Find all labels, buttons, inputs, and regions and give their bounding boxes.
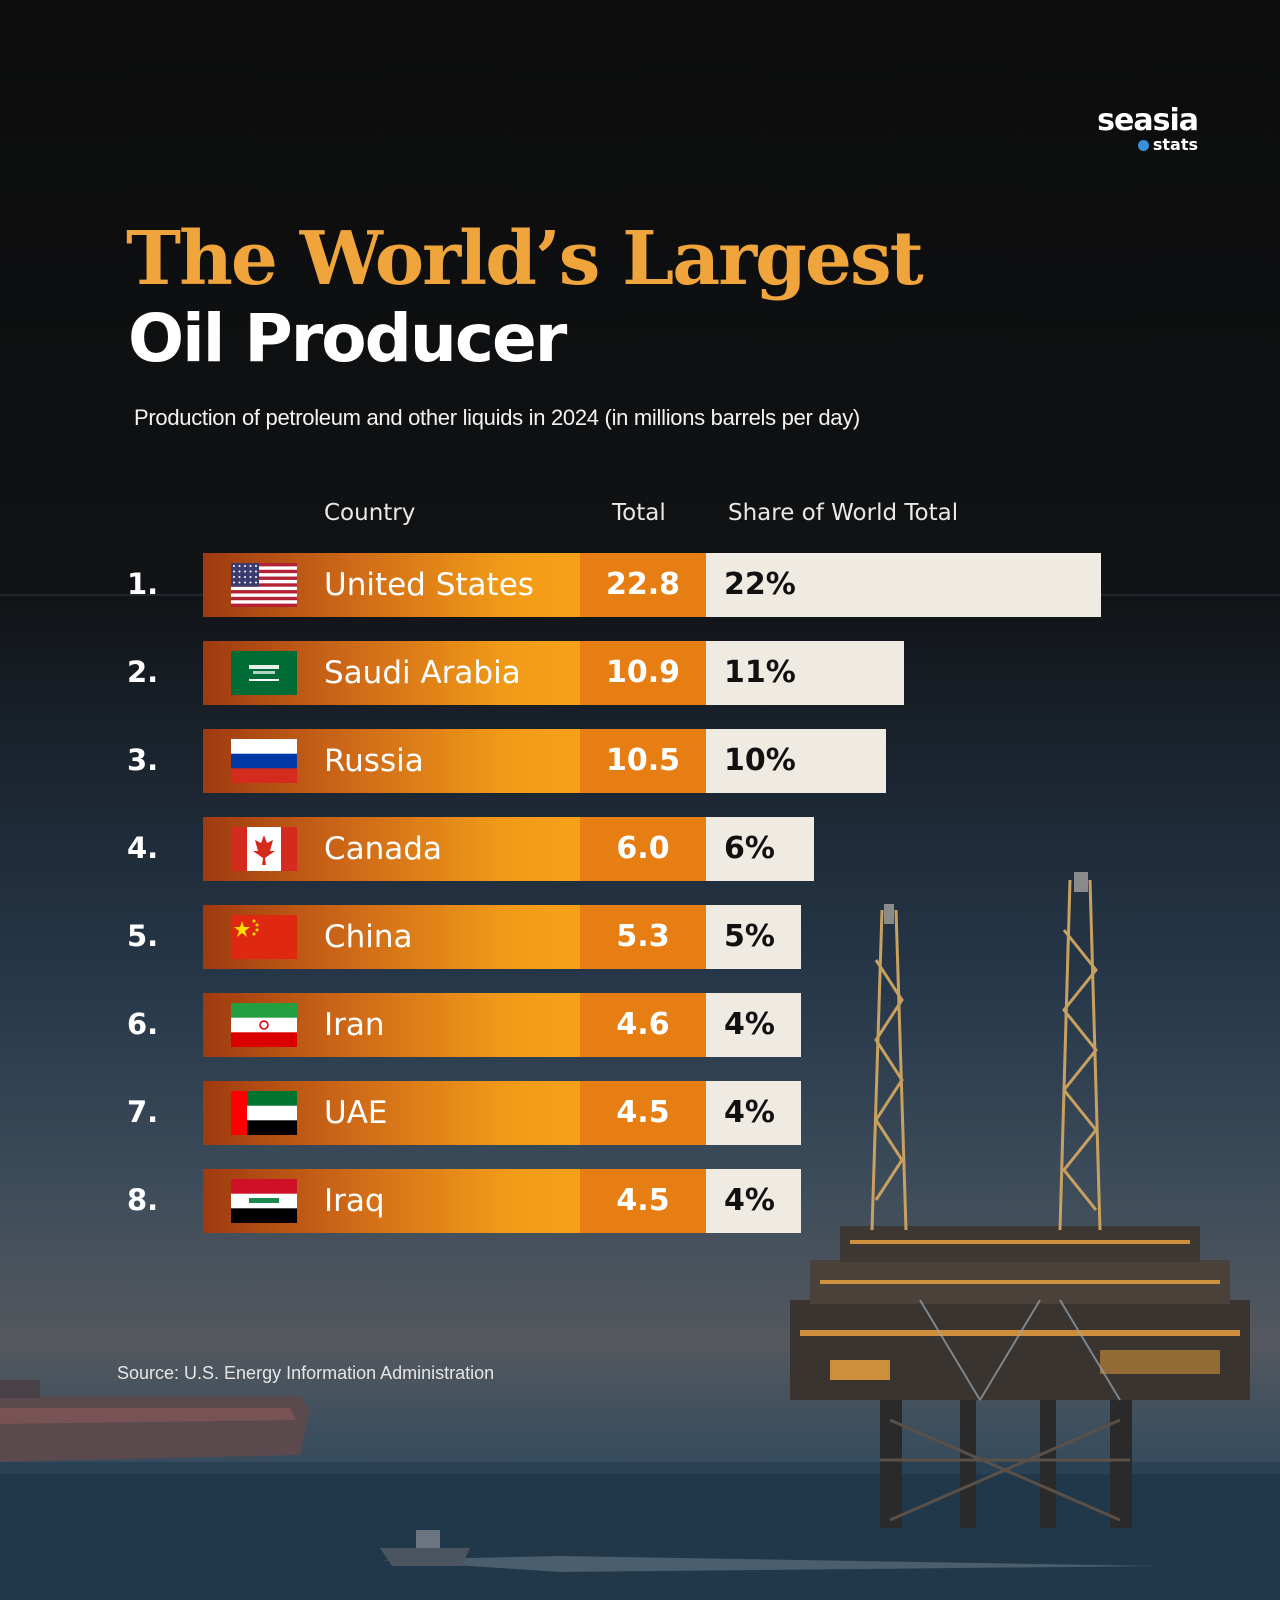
share-label: 4% — [724, 1183, 775, 1218]
share-label: 22% — [724, 567, 796, 602]
total-value: 10.5 — [580, 729, 706, 793]
total-value: 6.0 — [580, 817, 706, 881]
rank-label: 8. — [127, 1183, 159, 1217]
rank-label: 7. — [127, 1095, 159, 1129]
country-name: Saudi Arabia — [324, 655, 521, 691]
source-note: Source: U.S. Energy Information Administ… — [117, 1363, 495, 1383]
country-bar: United States — [203, 553, 580, 617]
country-bar: Saudi Arabia — [203, 641, 580, 705]
share-label: 4% — [724, 1095, 775, 1130]
share-label: 10% — [724, 743, 796, 778]
share-bar: 4% — [706, 1081, 801, 1145]
table-row: 4. Canada 6.0 6% — [0, 817, 1280, 881]
rank-label: 5. — [127, 919, 159, 953]
share-bar: 5% — [706, 905, 801, 969]
total-value: 22.8 — [580, 553, 706, 617]
china-flag — [231, 915, 297, 959]
country-name: Canada — [324, 831, 442, 867]
header-share: Share of World Total — [728, 500, 959, 526]
brand-name: seasia — [1097, 103, 1199, 138]
chart-title: The World’s Largest — [126, 216, 924, 302]
country-name: Iran — [324, 1007, 385, 1043]
brand-sub-label: stats — [1152, 135, 1198, 154]
table-row: 6. Iran 4.6 4% — [0, 993, 1280, 1057]
rank-label: 4. — [127, 831, 159, 865]
share-label: 11% — [724, 655, 796, 690]
header-country: Country — [324, 500, 416, 526]
share-bar: 6% — [706, 817, 814, 881]
table-row: 7. UAE 4.5 4% — [0, 1081, 1280, 1145]
share-bar: 10% — [706, 729, 886, 793]
iraq-flag — [231, 1179, 297, 1223]
share-label: 6% — [724, 831, 775, 866]
country-bar: Canada — [203, 817, 580, 881]
table-row: 8. Iraq 4.5 4% — [0, 1169, 1280, 1233]
share-label: 4% — [724, 1007, 775, 1042]
country-bar: China — [203, 905, 580, 969]
country-name: United States — [324, 567, 534, 603]
country-name: Russia — [324, 743, 424, 779]
brand-logo: seasia stats — [1097, 103, 1199, 154]
share-label: 5% — [724, 919, 775, 954]
russia-flag — [231, 739, 297, 783]
share-bar: 4% — [706, 1169, 801, 1233]
share-bar: 22% — [706, 553, 1101, 617]
rank-label: 1. — [127, 567, 159, 601]
rank-label: 3. — [127, 743, 159, 777]
total-value: 4.5 — [580, 1081, 706, 1145]
saudi-arabia-flag — [231, 651, 297, 695]
country-name: UAE — [324, 1095, 388, 1131]
total-value: 4.6 — [580, 993, 706, 1057]
table-row: 2. Saudi Arabia 10.9 11% — [0, 641, 1280, 705]
iran-flag — [231, 1003, 297, 1047]
country-bar: Russia — [203, 729, 580, 793]
country-bar: Iran — [203, 993, 580, 1057]
share-bar: 11% — [706, 641, 904, 705]
globe-icon — [1137, 140, 1149, 151]
country-name: Iraq — [324, 1183, 385, 1219]
brand-sub: stats — [1097, 136, 1198, 154]
country-bar: Iraq — [203, 1169, 580, 1233]
chart-subtitle: Production of petroleum and other liquid… — [134, 405, 860, 430]
chart-title-line2: Oil Producer — [128, 300, 567, 377]
uae-flag — [231, 1091, 297, 1135]
rank-label: 6. — [127, 1007, 159, 1041]
table-row: 1. United States 22.8 22% — [0, 553, 1280, 617]
table-row: 5. China 5.3 5% — [0, 905, 1280, 969]
rank-label: 2. — [127, 655, 159, 689]
total-value: 4.5 — [580, 1169, 706, 1233]
country-name: China — [324, 919, 413, 955]
table-row: 3. Russia 10.5 10% — [0, 729, 1280, 793]
canada-flag — [231, 827, 297, 871]
share-bar: 4% — [706, 993, 801, 1057]
total-value: 5.3 — [580, 905, 706, 969]
country-bar: UAE — [203, 1081, 580, 1145]
header-total: Total — [612, 500, 666, 526]
us-flag — [231, 563, 297, 607]
total-value: 10.9 — [580, 641, 706, 705]
